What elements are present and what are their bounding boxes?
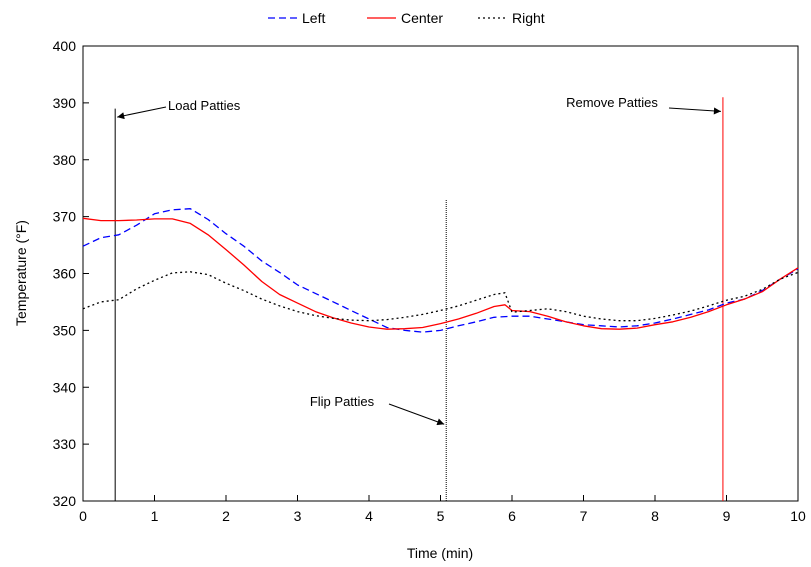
x-tick-label: 2: [222, 508, 230, 524]
legend-label-right: Right: [512, 10, 545, 26]
x-tick-label: 5: [437, 508, 445, 524]
series-line-left: [82, 208, 799, 333]
x-tick-label: 3: [294, 508, 302, 524]
legend-label-center: Center: [401, 10, 443, 26]
x-tick-label: 6: [508, 508, 516, 524]
y-tick-label: 330: [53, 436, 77, 452]
legend-label-left: Left: [302, 10, 325, 26]
y-tick-label: 360: [53, 266, 77, 282]
x-tick-label: 1: [151, 508, 159, 524]
x-axis-label: Time (min): [407, 545, 473, 561]
x-tick-label: 10: [790, 508, 806, 524]
annotation-label: Load Patties: [168, 98, 241, 113]
y-tick-label: 390: [53, 95, 77, 111]
x-tick-label: 8: [651, 508, 659, 524]
y-tick-label: 380: [53, 152, 77, 168]
y-tick-label: 400: [53, 38, 77, 54]
annotation-label: Flip Patties: [310, 394, 375, 409]
annotation-arrow: [668, 107, 721, 115]
y-tick-label: 370: [53, 209, 77, 225]
annotation-arrow: [388, 403, 445, 426]
event-markers: [114, 97, 724, 501]
series-line-right: [82, 271, 799, 322]
plot-frame: [82, 45, 799, 502]
y-axis-label: Temperature (°F): [13, 220, 29, 326]
series-lines: [82, 208, 799, 333]
legend: Left Center Right: [268, 10, 545, 26]
annotation-label: Remove Patties: [566, 95, 658, 110]
y-tick-label: 350: [53, 322, 77, 338]
annotations: Load Patties Flip Patties Remove Patties: [117, 95, 721, 426]
series-line-center: [82, 217, 799, 330]
y-tick-label: 340: [53, 379, 77, 395]
x-tick-label: 4: [365, 508, 373, 524]
x-tick-label: 7: [580, 508, 588, 524]
x-axis: 0 1 2 3 4 5 6 7 8 9 10: [79, 495, 806, 524]
x-tick-label: 0: [79, 508, 87, 524]
annotation-arrow: [117, 106, 167, 120]
x-tick-label: 9: [723, 508, 731, 524]
y-tick-label: 320: [53, 493, 77, 509]
y-axis: 320 330 340 350 360 370 380 390 400: [53, 38, 89, 509]
